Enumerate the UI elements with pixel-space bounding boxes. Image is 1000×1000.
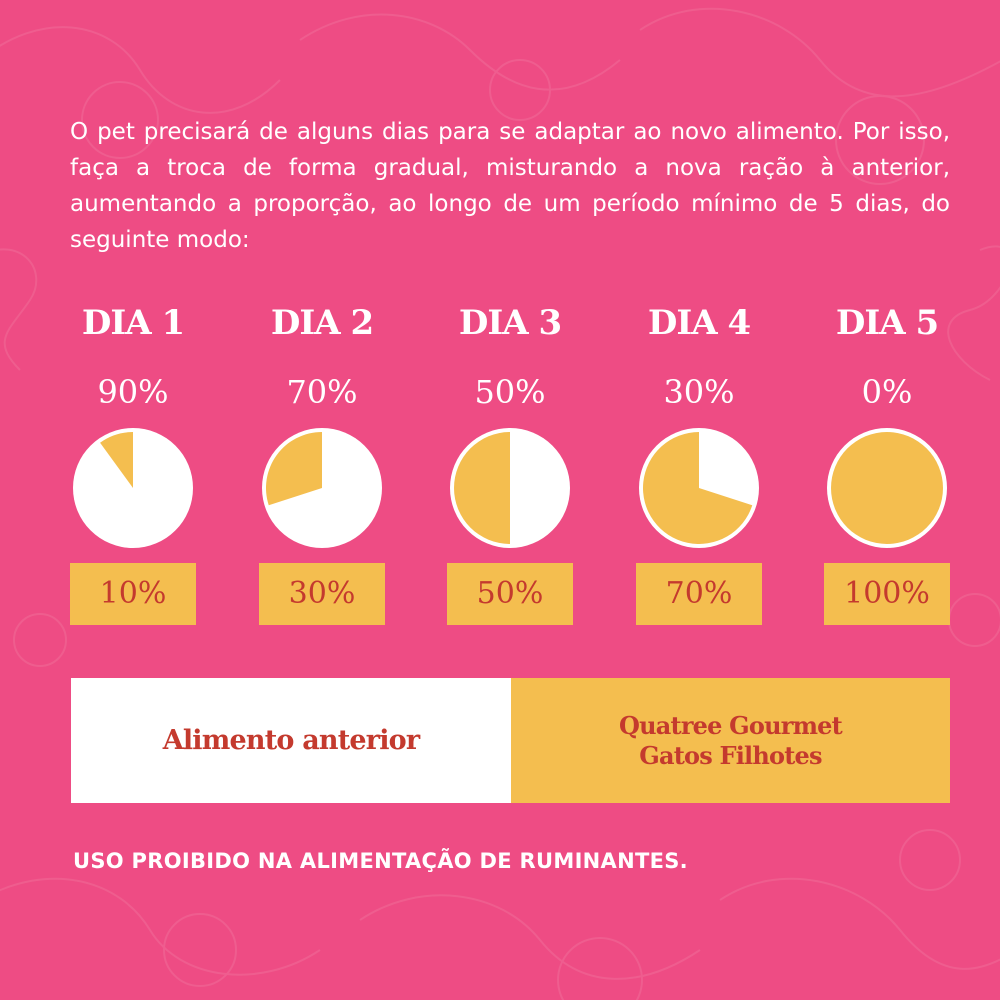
pie-new-food-slice <box>100 432 133 488</box>
day-3-column: DIA 3 50% 50% <box>447 300 573 630</box>
pie-new-food-slice <box>831 432 943 544</box>
new-food-percent: 50% <box>476 576 544 611</box>
new-food-percent-box: 100% <box>824 563 950 625</box>
day-title: DIA 3 <box>458 303 562 343</box>
new-food-percent-box: 30% <box>259 563 385 625</box>
new-food-percent-box: 10% <box>70 563 196 625</box>
day-title: DIA 1 <box>81 303 185 343</box>
food-legend: Alimento anterior Quatree Gourmet Gatos … <box>71 678 950 803</box>
new-food-percent: 30% <box>288 576 356 611</box>
intro-paragraph: O pet precisará de alguns dias para se a… <box>70 119 950 253</box>
day-5-column: DIA 5 0% 100% <box>824 300 950 630</box>
pie-new-food-slice <box>266 432 322 506</box>
proportion-pie <box>450 428 570 548</box>
previous-food-percent: 30% <box>663 373 735 411</box>
proportion-pie <box>262 428 382 548</box>
legend-new-food-line2: Gatos Filhotes <box>639 740 822 770</box>
transition-schedule: DIA 1 90% 10% DIA 2 70% 30% DIA 3 50% 50… <box>70 300 950 630</box>
legend-new-food-line1: Quatree Gourmet <box>619 710 843 740</box>
legend-previous-food-label: Alimento anterior <box>162 724 420 756</box>
legend-new-food-label: Quatree Gourmet Gatos Filhotes <box>521 711 941 771</box>
new-food-percent: 10% <box>99 576 167 611</box>
proportion-pie <box>73 428 193 548</box>
day-4-column: DIA 4 30% 70% <box>636 300 762 630</box>
previous-food-percent: 0% <box>861 373 913 411</box>
day-2-column: DIA 2 70% 30% <box>259 300 385 630</box>
pie-new-food-slice <box>642 432 753 544</box>
day-title: DIA 2 <box>270 303 374 343</box>
proportion-pie <box>827 428 947 548</box>
new-food-percent-box: 50% <box>447 563 573 625</box>
previous-food-percent: 90% <box>97 373 169 411</box>
new-food-percent: 70% <box>665 576 733 611</box>
ruminant-warning: USO PROIBIDO NA ALIMENTAÇÃO DE RUMINANTE… <box>73 849 688 873</box>
day-title: DIA 4 <box>647 303 751 343</box>
new-food-percent-box: 70% <box>636 563 762 625</box>
legend-previous-food: Alimento anterior <box>71 678 511 803</box>
previous-food-percent: 70% <box>286 373 358 411</box>
previous-food-percent: 50% <box>474 373 546 411</box>
day-1-column: DIA 1 90% 10% <box>70 300 196 630</box>
new-food-percent: 100% <box>844 576 930 611</box>
legend-new-food: Quatree Gourmet Gatos Filhotes <box>511 678 950 803</box>
pie-new-food-slice <box>454 432 510 544</box>
proportion-pie <box>639 428 759 548</box>
day-title: DIA 5 <box>835 303 939 343</box>
